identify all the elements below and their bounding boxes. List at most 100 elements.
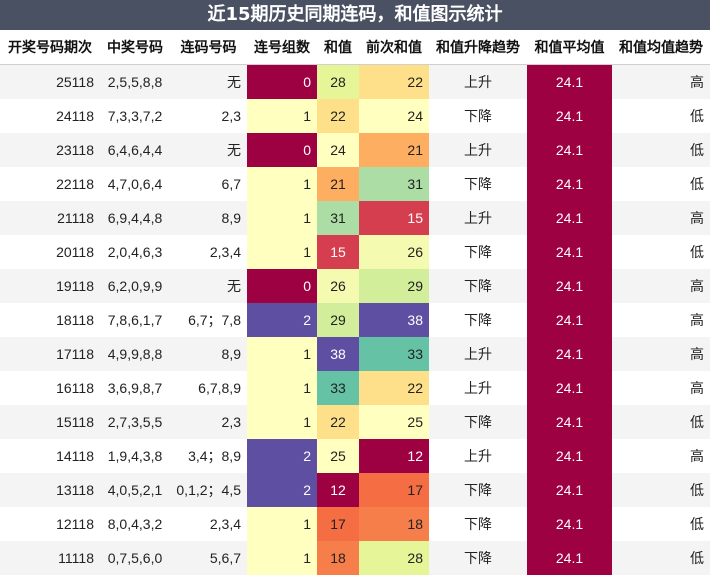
- cell-avg: 24.1: [527, 541, 612, 575]
- table-row: 12118 8,0,4,3,2 2,3,4 1 17 18 下降 24.1 低: [0, 507, 710, 541]
- table-row: 16118 3,6,9,8,7 6,7,8,9 1 33 22 上升 24.1 高: [0, 371, 710, 405]
- cell-groups: 1: [247, 235, 317, 269]
- cell-period: 13118: [0, 473, 100, 507]
- cell-prev-sum: 26: [359, 235, 429, 269]
- cell-period: 20118: [0, 235, 100, 269]
- cell-groups: 2: [247, 439, 317, 473]
- cell-avg: 24.1: [527, 473, 612, 507]
- cell-avg: 24.1: [527, 303, 612, 337]
- cell-prev-sum: 31: [359, 167, 429, 201]
- cell-avg-trend: 低: [612, 235, 710, 269]
- col-header-prev-sum[interactable]: 前次和值: [359, 30, 429, 65]
- cell-numbers: 4,9,9,8,8: [100, 337, 170, 371]
- cell-numbers: 2,7,3,5,5: [100, 405, 170, 439]
- cell-numbers: 6,2,0,9,9: [100, 269, 170, 303]
- cell-prev-sum: 25: [359, 405, 429, 439]
- cell-groups: 1: [247, 337, 317, 371]
- cell-numbers: 3,6,9,8,7: [100, 371, 170, 405]
- col-header-trend[interactable]: 和值升降趋势: [429, 30, 527, 65]
- cell-trend: 上升: [429, 439, 527, 473]
- cell-prev-sum: 15: [359, 201, 429, 235]
- cell-period: 11118: [0, 541, 100, 575]
- cell-prev-sum: 18: [359, 507, 429, 541]
- table-row: 15118 2,7,3,5,5 2,3 1 22 25 下降 24.1 低: [0, 405, 710, 439]
- cell-prev-sum: 22: [359, 371, 429, 405]
- cell-numbers: 2,0,4,6,3: [100, 235, 170, 269]
- cell-numbers: 0,7,5,6,0: [100, 541, 170, 575]
- cell-period: 15118: [0, 405, 100, 439]
- cell-trend: 下降: [429, 473, 527, 507]
- cell-prev-sum: 22: [359, 64, 429, 99]
- cell-avg-trend: 低: [612, 167, 710, 201]
- col-header-numbers[interactable]: 中奖号码: [100, 30, 170, 65]
- col-header-avg[interactable]: 和值平均值: [527, 30, 612, 65]
- cell-trend: 下降: [429, 303, 527, 337]
- cell-period: 24118: [0, 99, 100, 133]
- cell-consecutive: 5,6,7: [170, 541, 247, 575]
- cell-sum: 33: [317, 371, 359, 405]
- cell-period: 22118: [0, 167, 100, 201]
- table-row: 13118 4,0,5,2,1 0,1,2；4,5 2 12 17 下降 24.1 低: [0, 473, 710, 507]
- cell-trend: 下降: [429, 167, 527, 201]
- col-header-consecutive[interactable]: 连码号码: [170, 30, 247, 65]
- table-title: 近15期历史同期连码，和值图示统计: [0, 0, 710, 30]
- cell-prev-sum: 21: [359, 133, 429, 167]
- cell-avg-trend: 高: [612, 439, 710, 473]
- cell-avg: 24.1: [527, 371, 612, 405]
- table-row: 23118 6,4,6,4,4 无 0 24 21 上升 24.1 低: [0, 133, 710, 167]
- col-header-period[interactable]: 开奖号码期次: [0, 30, 100, 65]
- cell-consecutive: 无: [170, 269, 247, 303]
- cell-sum: 38: [317, 337, 359, 371]
- header-row: 开奖号码期次 中奖号码 连码号码 连号组数 和值 前次和值 和值升降趋势 和值平…: [0, 30, 710, 65]
- table-row: 18118 7,8,6,1,7 6,7；7,8 2 29 38 下降 24.1 高: [0, 303, 710, 337]
- cell-sum: 12: [317, 473, 359, 507]
- cell-avg-trend: 高: [612, 201, 710, 235]
- cell-prev-sum: 29: [359, 269, 429, 303]
- cell-avg-trend: 高: [612, 371, 710, 405]
- cell-avg: 24.1: [527, 405, 612, 439]
- cell-numbers: 1,9,4,3,8: [100, 439, 170, 473]
- cell-sum: 28: [317, 64, 359, 99]
- cell-sum: 24: [317, 133, 359, 167]
- cell-period: 19118: [0, 269, 100, 303]
- cell-avg: 24.1: [527, 439, 612, 473]
- cell-numbers: 4,0,5,2,1: [100, 473, 170, 507]
- cell-trend: 下降: [429, 269, 527, 303]
- cell-groups: 1: [247, 371, 317, 405]
- cell-groups: 0: [247, 269, 317, 303]
- cell-consecutive: 2,3,4: [170, 235, 247, 269]
- cell-sum: 17: [317, 507, 359, 541]
- table-row: 19118 6,2,0,9,9 无 0 26 29 下降 24.1 高: [0, 269, 710, 303]
- table-row: 20118 2,0,4,6,3 2,3,4 1 15 26 下降 24.1 低: [0, 235, 710, 269]
- cell-consecutive: 0,1,2；4,5: [170, 473, 247, 507]
- cell-sum: 21: [317, 167, 359, 201]
- cell-period: 18118: [0, 303, 100, 337]
- cell-groups: 1: [247, 99, 317, 133]
- cell-prev-sum: 17: [359, 473, 429, 507]
- cell-avg: 24.1: [527, 269, 612, 303]
- cell-period: 17118: [0, 337, 100, 371]
- cell-sum: 29: [317, 303, 359, 337]
- cell-consecutive: 8,9: [170, 337, 247, 371]
- stats-table: 开奖号码期次 中奖号码 连码号码 连号组数 和值 前次和值 和值升降趋势 和值平…: [0, 30, 710, 575]
- cell-avg-trend: 高: [612, 269, 710, 303]
- cell-avg-trend: 高: [612, 64, 710, 99]
- cell-trend: 上升: [429, 133, 527, 167]
- cell-consecutive: 6,7,8,9: [170, 371, 247, 405]
- col-header-avg-trend[interactable]: 和值均值趋势: [612, 30, 710, 65]
- cell-avg: 24.1: [527, 201, 612, 235]
- col-header-groups[interactable]: 连号组数: [247, 30, 317, 65]
- cell-period: 25118: [0, 64, 100, 99]
- cell-sum: 22: [317, 405, 359, 439]
- cell-avg-trend: 高: [612, 303, 710, 337]
- cell-groups: 2: [247, 303, 317, 337]
- cell-consecutive: 2,3,4: [170, 507, 247, 541]
- cell-trend: 下降: [429, 405, 527, 439]
- cell-trend: 下降: [429, 507, 527, 541]
- cell-groups: 1: [247, 405, 317, 439]
- table-row: 11118 0,7,5,6,0 5,6,7 1 18 28 下降 24.1 低: [0, 541, 710, 575]
- cell-consecutive: 6,7: [170, 167, 247, 201]
- cell-trend: 上升: [429, 64, 527, 99]
- col-header-sum[interactable]: 和值: [317, 30, 359, 65]
- cell-numbers: 6,9,4,4,8: [100, 201, 170, 235]
